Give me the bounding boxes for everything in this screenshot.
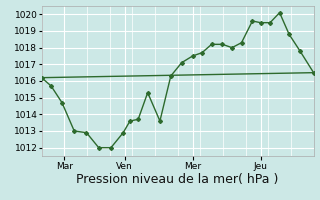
X-axis label: Pression niveau de la mer( hPa ): Pression niveau de la mer( hPa ) (76, 173, 279, 186)
